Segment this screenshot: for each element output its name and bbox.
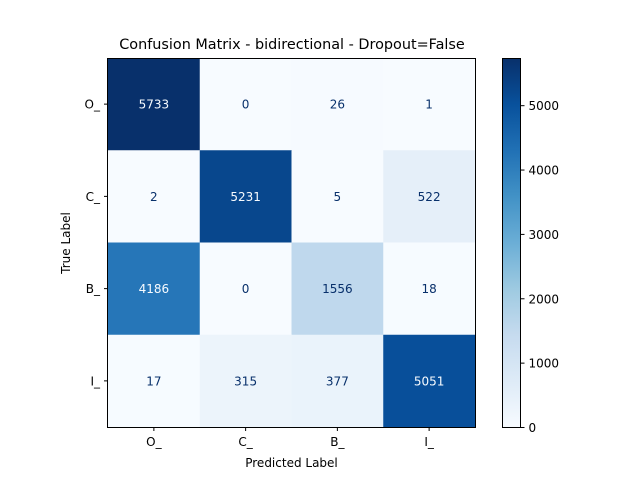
heatmap-cells xyxy=(108,58,476,428)
heatmap-cell xyxy=(108,334,201,428)
y-tick-label: O_ xyxy=(85,98,101,112)
heatmap-cell xyxy=(199,58,292,151)
x-tick-label: B_ xyxy=(330,435,345,449)
colorbar-tick-label: 2000 xyxy=(529,292,560,306)
cell-value-label: 315 xyxy=(234,374,257,388)
colorbar-tick-label: 3000 xyxy=(529,228,560,242)
cell-value-label: 26 xyxy=(330,98,345,112)
cell-value-label: 377 xyxy=(326,374,349,388)
heatmap-cell xyxy=(199,242,292,336)
x-axis-label: Predicted Label xyxy=(245,456,338,470)
y-tick-label: B_ xyxy=(86,282,101,296)
y-axis: O_ C_ B_ I_ xyxy=(85,98,108,388)
cell-value-label: 1 xyxy=(425,98,433,112)
cell-value-label: 5231 xyxy=(230,190,261,204)
heatmap-cell xyxy=(108,58,201,151)
heatmap-cell xyxy=(383,58,476,151)
colorbar: 0 1000 2000 3000 4000 5000 xyxy=(502,58,560,435)
heatmap-cell xyxy=(199,150,292,243)
heatmap-cell xyxy=(383,242,476,336)
heatmap-cell xyxy=(383,334,476,428)
heatmap-frame xyxy=(107,58,476,428)
x-tick-label: I_ xyxy=(424,435,435,449)
heatmap-cell xyxy=(291,150,384,243)
x-axis: O_ C_ B_ I_ xyxy=(146,427,435,449)
x-tick-label: O_ xyxy=(146,435,162,449)
y-axis-label: True Label xyxy=(59,212,73,275)
cell-value-label: 5051 xyxy=(414,374,445,388)
heatmap-cell xyxy=(108,150,201,243)
cell-value-label: 18 xyxy=(421,282,436,296)
cell-value-label: 2 xyxy=(150,190,158,204)
cell-value-label: 1556 xyxy=(322,282,353,296)
heatmap-cell xyxy=(291,242,384,336)
y-tick-label: I_ xyxy=(90,374,101,388)
heatmap-cell xyxy=(383,150,476,243)
y-tick-label: C_ xyxy=(86,190,101,204)
heatmap-cell xyxy=(199,334,292,428)
chart-title: Confusion Matrix - bidirectional - Dropo… xyxy=(119,37,465,53)
colorbar-tick-label: 0 xyxy=(529,421,537,435)
cell-value-label: 4186 xyxy=(139,282,170,296)
cell-value-label: 522 xyxy=(418,190,441,204)
cell-value-label: 5733 xyxy=(139,98,170,112)
cell-value-label: 0 xyxy=(242,98,250,112)
cell-value-label: 0 xyxy=(242,282,250,296)
colorbar-tick-label: 5000 xyxy=(529,99,560,113)
colorbar-tick-label: 1000 xyxy=(529,357,560,371)
colorbar-ticks: 0 1000 2000 3000 4000 5000 xyxy=(520,99,560,435)
colorbar-tick-label: 4000 xyxy=(529,164,560,178)
heatmap-cell xyxy=(108,242,201,336)
heatmap-cell-labels: 5733 0 26 1 2 5231 5 522 4186 0 1556 18 17 315 377 5051 xyxy=(139,98,445,389)
x-tick-label: C_ xyxy=(238,435,253,449)
heatmap-cell xyxy=(291,58,384,151)
heatmap-cell xyxy=(291,334,384,428)
cell-value-label: 5 xyxy=(334,190,342,204)
cell-value-label: 17 xyxy=(146,374,161,388)
colorbar-gradient xyxy=(502,58,521,428)
